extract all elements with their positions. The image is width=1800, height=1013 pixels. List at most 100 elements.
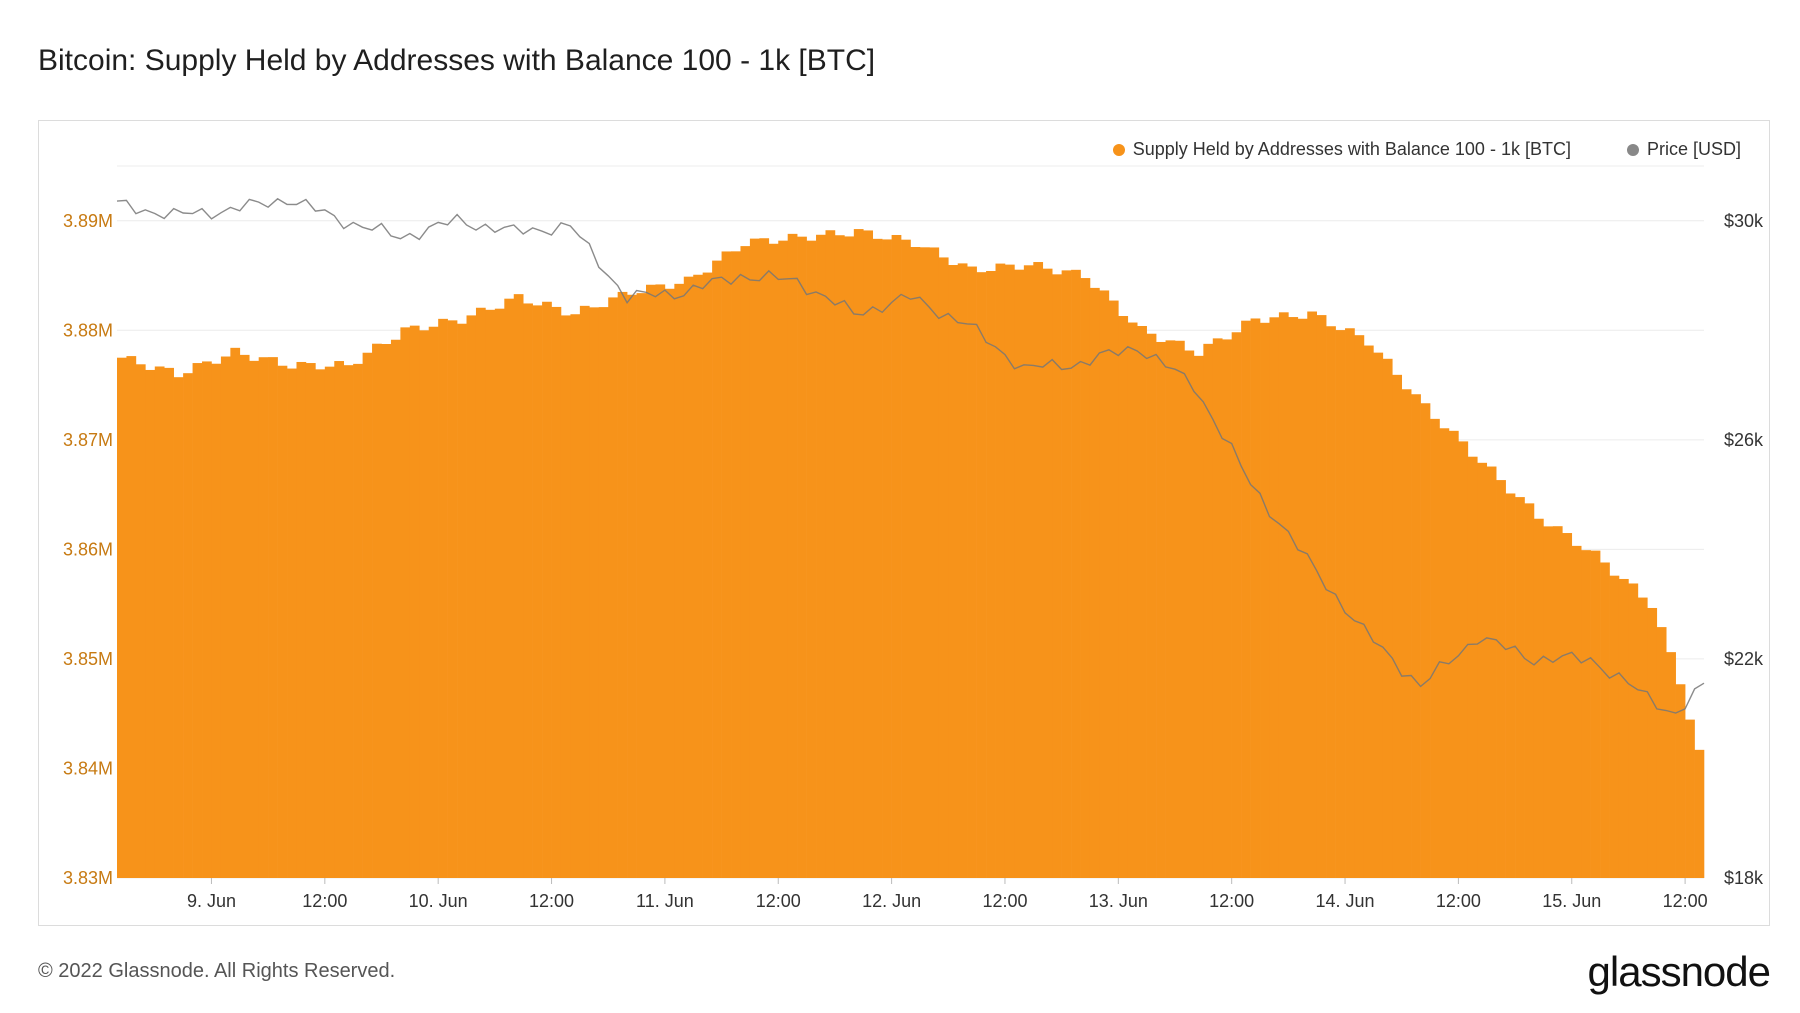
supply-bar — [154, 366, 165, 878]
supply-bar — [258, 357, 269, 878]
legend: Supply Held by Addresses with Balance 10… — [1112, 139, 1741, 160]
supply-bar — [315, 369, 326, 878]
supply-bar — [1137, 325, 1147, 878]
y-left-tick-label: 3.89M — [63, 211, 113, 231]
supply-bar — [1448, 430, 1459, 878]
supply-bar — [1118, 316, 1129, 878]
supply-bar — [1656, 627, 1667, 878]
supply-bar — [504, 298, 515, 878]
supply-bar — [1071, 269, 1081, 879]
legend-item-supply[interactable]: Supply Held by Addresses with Balance 10… — [1112, 139, 1571, 160]
supply-bar — [239, 354, 250, 878]
supply-bar — [608, 297, 618, 878]
supply-bar — [825, 230, 836, 878]
supply-bar — [1061, 270, 1072, 879]
supply-bar — [249, 360, 259, 879]
x-tick-label: 12:00 — [302, 891, 347, 911]
supply-bar — [1288, 317, 1299, 878]
supply-bar — [589, 307, 600, 878]
supply-bar — [863, 230, 874, 879]
supply-bar — [702, 272, 713, 878]
supply-bar — [1543, 526, 1554, 878]
supply-bar — [693, 274, 703, 878]
supply-bar — [1505, 493, 1516, 878]
supply-bar — [1552, 526, 1563, 878]
y-right-tick-label: $30k — [1724, 211, 1764, 231]
supply-bar — [1675, 684, 1686, 878]
supply-bar — [532, 305, 543, 879]
supply-bar — [1571, 545, 1582, 878]
chart-panel: 3.83M 3.84M 3.85M 3.86M 3.87M 3.88M 3.89M $18k $… — [38, 120, 1770, 926]
legend-item-price[interactable]: Price [USD] — [1626, 139, 1741, 160]
supply-bar — [1231, 332, 1242, 878]
supply-bar — [655, 284, 666, 878]
supply-bar — [1467, 456, 1478, 878]
supply-bar — [1439, 428, 1450, 878]
supply-bar — [1316, 315, 1327, 878]
supply-bar — [324, 366, 335, 878]
supply-bar — [523, 303, 533, 878]
supply-bar — [1628, 583, 1639, 878]
supply-bar — [1241, 320, 1251, 878]
supply-bar — [901, 239, 911, 878]
x-tick-label: 9. Jun — [187, 891, 236, 911]
supply-bar — [664, 288, 675, 878]
supply-bar — [731, 251, 741, 879]
supply-bar — [1685, 719, 1695, 878]
supply-bar — [1165, 340, 1176, 878]
supply-bar — [1694, 749, 1705, 878]
x-tick-label: 12:00 — [1663, 891, 1708, 911]
x-tick-label: 11. Jun — [636, 891, 694, 911]
supply-bar — [778, 240, 788, 878]
supply-bar — [759, 238, 770, 879]
supply-bar — [372, 343, 382, 878]
y-right-tick-label: $18k — [1724, 868, 1764, 888]
supply-bar — [353, 363, 363, 878]
supply-bar — [1023, 265, 1034, 878]
supply-bar — [1326, 326, 1336, 878]
x-tick-label: 12:00 — [1436, 891, 1481, 911]
supply-bar — [938, 257, 949, 878]
x-tick-label: 13. Jun — [1089, 891, 1148, 911]
supply-bar — [220, 356, 231, 878]
supply-bar — [712, 260, 722, 878]
supply-bar — [1345, 328, 1355, 878]
supply-bar — [551, 306, 562, 878]
x-tick-label: 12:00 — [529, 891, 574, 911]
supply-bar — [438, 318, 448, 878]
supply-bar — [1260, 322, 1270, 878]
supply-bar — [164, 367, 174, 878]
supply-bar — [1052, 274, 1062, 878]
supply-bar — [1212, 338, 1223, 878]
y-left-tick-label: 3.85M — [63, 649, 113, 669]
supply-bar — [1562, 533, 1573, 878]
supply-bar — [816, 234, 826, 878]
supply-bar — [844, 236, 855, 878]
price-line — [116, 197, 1705, 714]
supply-bar — [1004, 264, 1015, 878]
supply-bar — [1637, 597, 1648, 878]
supply-bar — [305, 363, 316, 878]
supply-bar — [1581, 550, 1591, 878]
supply-bar — [428, 326, 439, 878]
x-tick-label: 10. Jun — [409, 891, 468, 911]
supply-bar — [343, 365, 354, 878]
supply-bar — [1033, 262, 1044, 878]
supply-bar — [135, 364, 146, 878]
supply-bar — [1278, 312, 1289, 878]
supply-bar — [797, 236, 807, 879]
supply-bar — [287, 368, 297, 878]
supply-bar — [1089, 287, 1100, 878]
supply-bar — [1222, 339, 1232, 878]
supply-bar — [948, 265, 959, 878]
supply-bar — [1269, 317, 1280, 878]
supply-bar — [1363, 345, 1374, 878]
supply-bar — [749, 238, 760, 878]
supply-bar — [1647, 607, 1658, 878]
supply-bar — [1193, 355, 1204, 878]
supply-bar — [542, 301, 552, 878]
supply-bar — [636, 293, 647, 878]
y-right-tick-label: $26k — [1724, 430, 1764, 450]
supply-bar — [1392, 374, 1403, 878]
supply-bar — [334, 361, 345, 878]
